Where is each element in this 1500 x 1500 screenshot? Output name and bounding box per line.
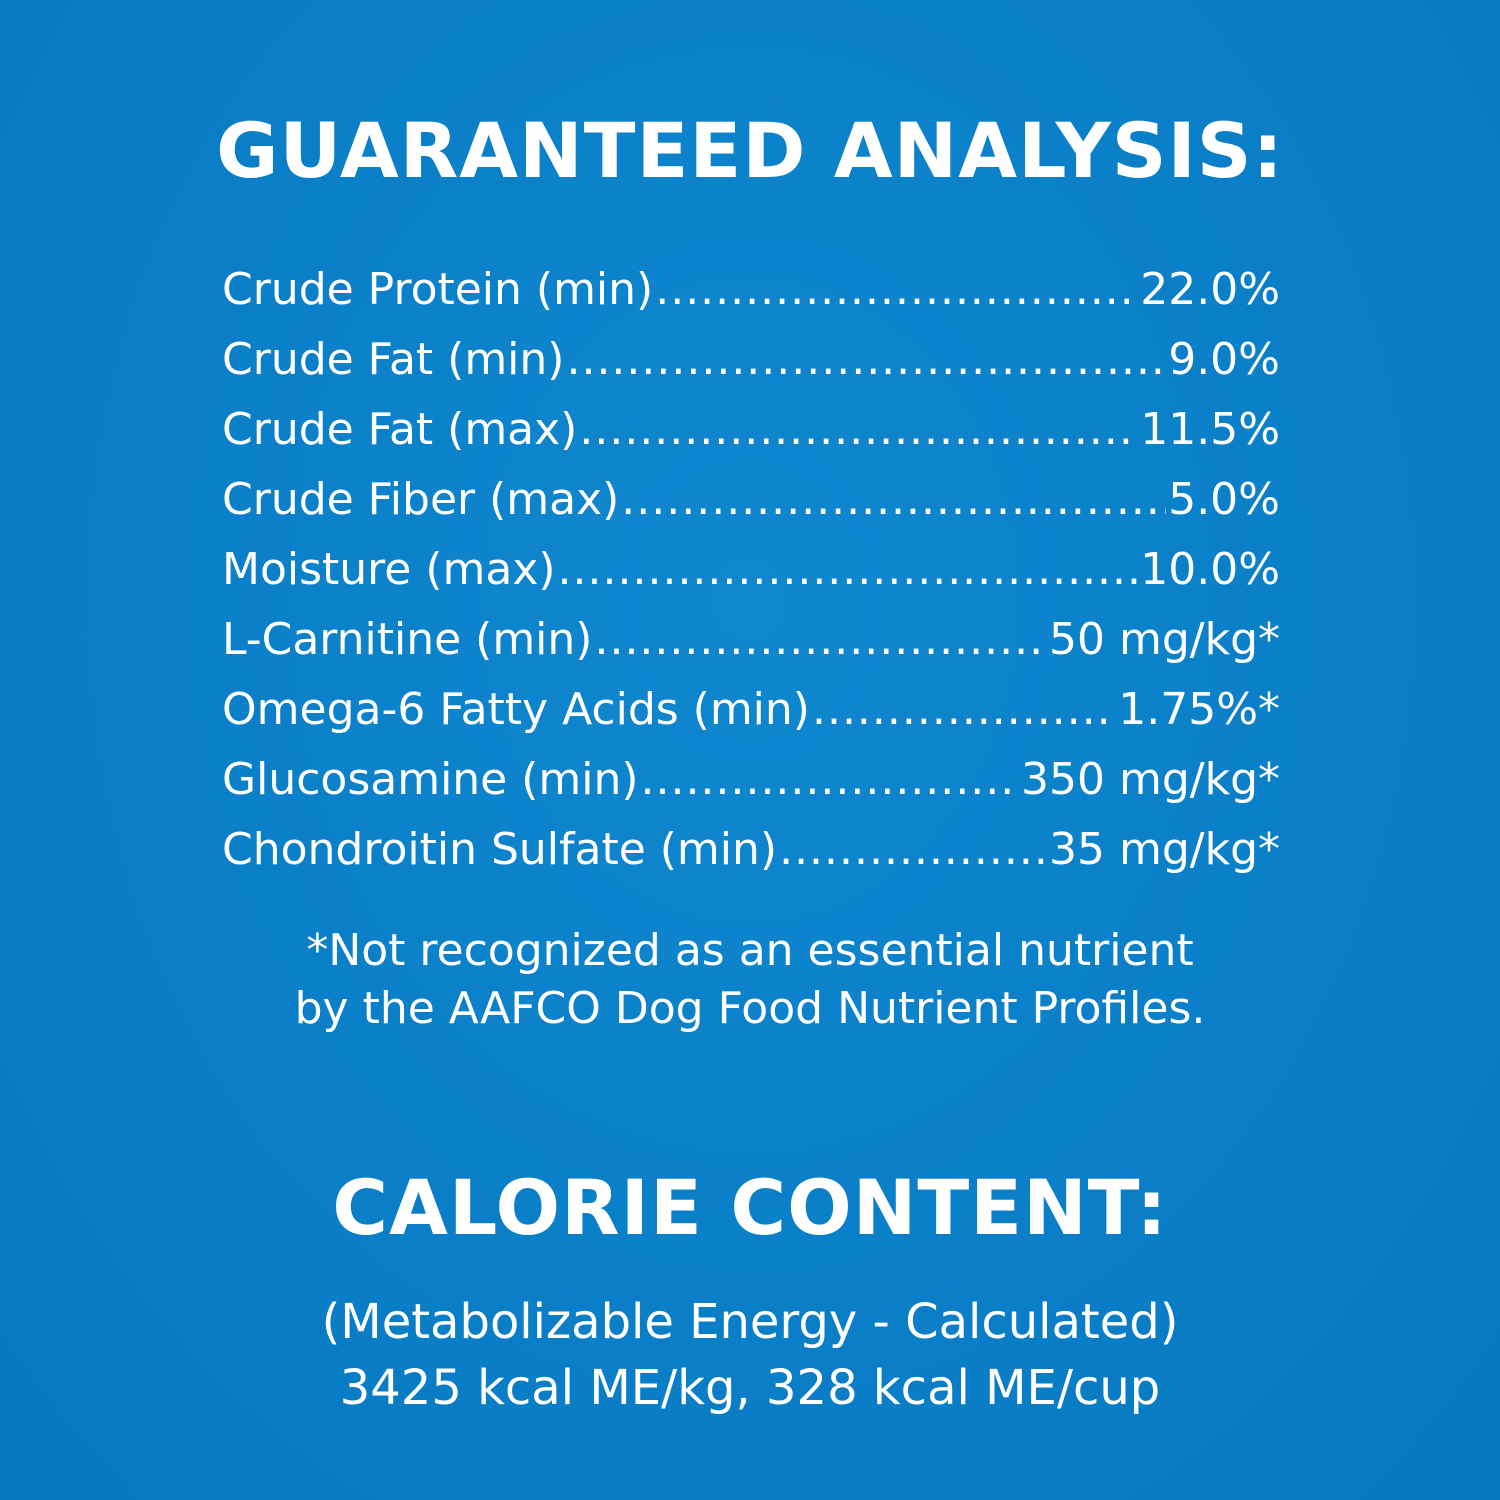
- analysis-row-glucosamine-min: Glucosamine (min) 350 mg/kg*: [222, 748, 1280, 818]
- footnote-line-2: by the AAFCO Dog Food Nutrient Profiles.: [294, 983, 1206, 1034]
- nutrient-label: L-Carnitine (min): [222, 614, 593, 665]
- footnote-line-1: *Not recognized as an essential nutrient: [306, 925, 1194, 976]
- calorie-content-heading: CALORIE CONTENT:: [332, 1163, 1168, 1252]
- dot-leader: [594, 608, 1047, 672]
- nutrient-label: Omega-6 Fatty Acids (min): [222, 684, 810, 735]
- nutrient-value: 5.0%: [1168, 474, 1280, 525]
- analysis-row-moisture-max: Moisture (max) 10.0%: [222, 538, 1280, 608]
- calorie-content-details: (Metabolizable Energy - Calculated) 3425…: [0, 1289, 1500, 1421]
- nutrient-value: 11.5%: [1140, 404, 1280, 455]
- dot-leader: [641, 748, 1019, 812]
- dot-leader: [812, 678, 1116, 742]
- nutrient-label: Crude Protein (min): [222, 264, 654, 315]
- nutrient-label: Chondroitin Sulfate (min): [222, 824, 778, 875]
- dot-leader: [779, 818, 1047, 882]
- dot-leader: [621, 468, 1166, 532]
- dot-leader: [655, 258, 1138, 322]
- analysis-table: Crude Protein (min) 22.0% Crude Fat (min…: [222, 258, 1280, 888]
- nutrient-value: 9.0%: [1168, 334, 1280, 385]
- calorie-values-line: 3425 kcal ME/kg, 328 kcal ME/cup: [339, 1360, 1161, 1416]
- nutrient-value: 35 mg/kg*: [1049, 824, 1280, 875]
- analysis-row-chondroitin-sulfate-min: Chondroitin Sulfate (min) 35 mg/kg*: [222, 818, 1280, 888]
- nutrient-label: Glucosamine (min): [222, 754, 639, 805]
- analysis-row-l-carnitine-min: L-Carnitine (min) 50 mg/kg*: [222, 608, 1280, 678]
- dot-leader: [579, 398, 1138, 462]
- guaranteed-analysis-heading: GUARANTEED ANALYSIS:: [216, 106, 1284, 195]
- analysis-row-crude-fat-max: Crude Fat (max) 11.5%: [222, 398, 1280, 468]
- dot-leader: [566, 328, 1166, 392]
- calorie-method-line: (Metabolizable Energy - Calculated): [321, 1294, 1179, 1350]
- dot-leader: [558, 538, 1139, 602]
- nutrient-value: 50 mg/kg*: [1049, 614, 1280, 665]
- nutrient-label: Crude Fat (min): [222, 334, 565, 385]
- nutrient-label: Crude Fat (max): [222, 404, 578, 455]
- nutrient-label: Crude Fiber (max): [222, 474, 620, 525]
- analysis-row-crude-fat-min: Crude Fat (min) 9.0%: [222, 328, 1280, 398]
- aafco-footnote: *Not recognized as an essential nutrient…: [0, 922, 1500, 1038]
- nutrient-value: 22.0%: [1140, 264, 1280, 315]
- analysis-row-crude-fiber-max: Crude Fiber (max) 5.0%: [222, 468, 1280, 538]
- nutrient-value: 350 mg/kg*: [1021, 754, 1280, 805]
- analysis-row-omega-6-min: Omega-6 Fatty Acids (min) 1.75%*: [222, 678, 1280, 748]
- nutrient-label: Moisture (max): [222, 544, 556, 595]
- nutrient-value: 1.75%*: [1118, 684, 1280, 735]
- nutrient-value: 10.0%: [1140, 544, 1280, 595]
- analysis-row-crude-protein-min: Crude Protein (min) 22.0%: [222, 258, 1280, 328]
